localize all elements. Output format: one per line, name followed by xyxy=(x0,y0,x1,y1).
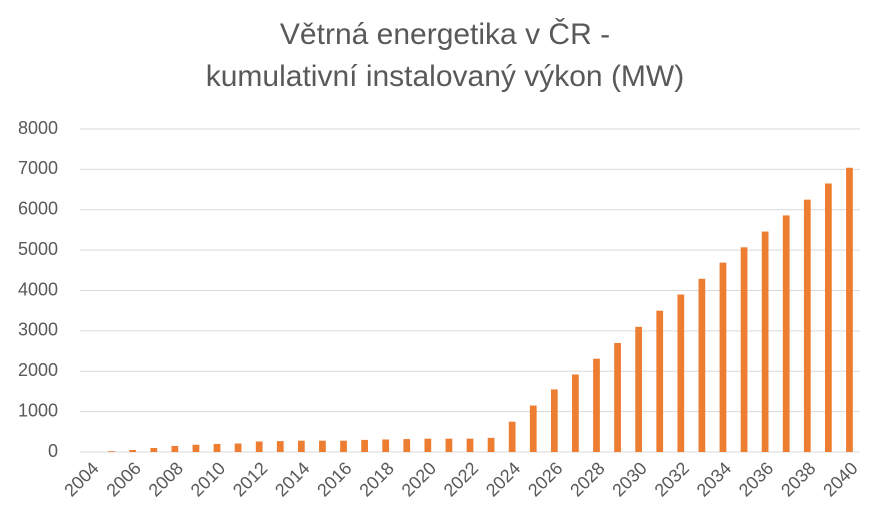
bar xyxy=(846,167,853,452)
x-tick-label: 2014 xyxy=(271,458,313,500)
bar xyxy=(782,215,790,452)
bar xyxy=(192,444,200,452)
bar xyxy=(108,451,115,452)
y-tick-label: 8000 xyxy=(18,118,58,138)
bar xyxy=(403,439,411,452)
x-tick-label: 2020 xyxy=(398,458,440,500)
bar xyxy=(213,443,221,452)
x-tick-label: 2026 xyxy=(524,458,566,500)
x-tick-label: 2036 xyxy=(735,458,777,500)
y-tick-label: 1000 xyxy=(18,400,58,420)
y-tick-label: 5000 xyxy=(18,239,58,259)
bar xyxy=(171,445,179,452)
chart-title: Větrná energetika v ČR - xyxy=(280,17,610,51)
bar xyxy=(508,421,516,452)
x-tick-label: 2008 xyxy=(145,458,187,500)
bar xyxy=(656,310,664,452)
y-tick-label: 6000 xyxy=(18,199,58,219)
bar xyxy=(803,199,811,452)
bar xyxy=(740,247,748,452)
y-tick-label: 4000 xyxy=(18,279,58,299)
bar xyxy=(761,231,769,452)
bar xyxy=(719,262,727,452)
x-tick-label: 2034 xyxy=(693,458,735,500)
bar xyxy=(234,443,242,452)
x-tick-label: 2032 xyxy=(651,458,693,500)
bar xyxy=(466,438,474,452)
bar xyxy=(529,405,537,452)
bar xyxy=(445,438,453,452)
bar xyxy=(698,278,706,452)
y-tick-label: 0 xyxy=(48,441,58,461)
bar xyxy=(593,358,600,452)
x-tick-label: 2004 xyxy=(60,458,102,500)
x-tick-label: 2016 xyxy=(313,458,355,500)
bar xyxy=(572,374,579,452)
chart-title: kumulativní instalovaný výkon (MW) xyxy=(206,60,684,93)
x-tick-label: 2024 xyxy=(482,458,524,500)
bar xyxy=(276,441,284,452)
bar xyxy=(677,294,685,452)
bar xyxy=(340,440,347,452)
bar xyxy=(382,439,390,452)
bar xyxy=(614,342,621,452)
bar xyxy=(550,389,558,452)
bar xyxy=(150,447,158,452)
bar xyxy=(635,326,643,452)
bar xyxy=(825,183,832,452)
x-tick-label: 2040 xyxy=(819,458,861,500)
bar xyxy=(129,449,137,452)
x-tick-label: 2030 xyxy=(608,458,650,500)
y-tick-label: 7000 xyxy=(18,158,58,178)
bar xyxy=(297,440,305,452)
x-tick-label: 2028 xyxy=(566,458,608,500)
x-tick-label: 2038 xyxy=(777,458,819,500)
bar xyxy=(361,439,368,452)
bar xyxy=(424,438,432,452)
x-tick-label: 2010 xyxy=(187,458,229,500)
x-tick-label: 2006 xyxy=(102,458,144,500)
y-tick-label: 2000 xyxy=(18,360,58,380)
y-tick-label: 3000 xyxy=(18,320,58,340)
bar xyxy=(319,440,326,452)
x-tick-label: 2022 xyxy=(440,458,482,500)
x-tick-label: 2018 xyxy=(355,458,397,500)
bar xyxy=(255,441,263,452)
x-tick-label: 2012 xyxy=(229,458,271,500)
bar xyxy=(487,437,495,452)
